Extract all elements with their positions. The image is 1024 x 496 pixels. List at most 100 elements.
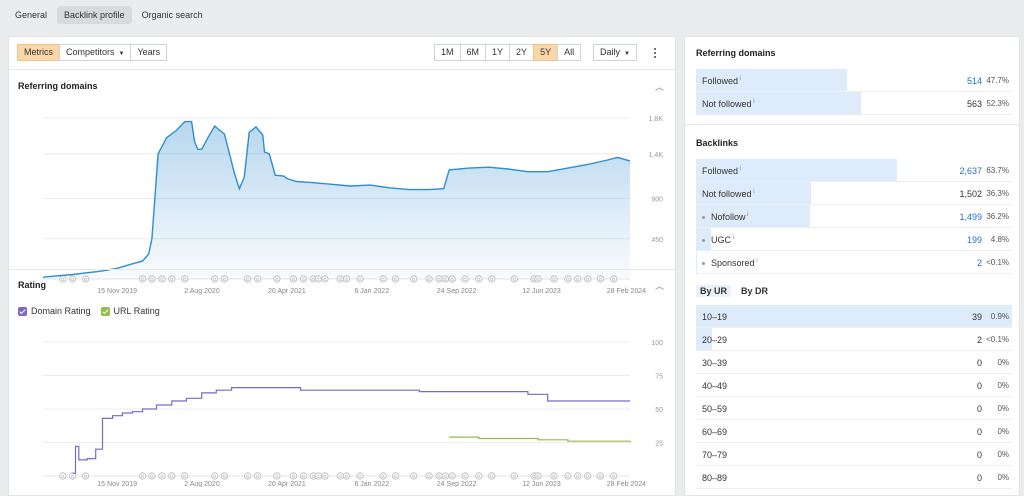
annotation-marker-icon[interactable]: G: [273, 472, 281, 480]
tab-backlink-profile[interactable]: Backlink profile: [57, 6, 132, 24]
annotation-marker-icon[interactable]: G: [448, 472, 456, 480]
annotation-marker-icon[interactable]: G: [289, 472, 298, 480]
annotation-marker-icon[interactable]: G: [181, 472, 189, 480]
caret-down-icon: ▼: [118, 51, 125, 57]
annotation-marker-icon[interactable]: G: [584, 472, 592, 480]
info-icon[interactable]: i: [751, 189, 755, 195]
annotation-marker-icon[interactable]: G: [425, 472, 433, 480]
years-button[interactable]: Years: [130, 44, 168, 61]
annotation-marker-icon[interactable]: G: [534, 472, 542, 480]
info-icon[interactable]: i: [745, 212, 749, 218]
svg-text:G: G: [463, 277, 467, 282]
info-icon[interactable]: i: [754, 258, 758, 264]
annotation-marker-icon[interactable]: G: [243, 472, 252, 480]
referring-domains-line: [42, 120, 631, 278]
period-1m[interactable]: 1M: [434, 44, 461, 61]
annotation-marker-icon[interactable]: G: [314, 472, 322, 480]
annotation-marker-icon[interactable]: G: [391, 472, 400, 480]
annotation-marker-icon[interactable]: G: [148, 472, 156, 480]
info-icon[interactable]: i: [751, 99, 755, 105]
svg-text:G: G: [612, 474, 616, 479]
stat-label-cell: Followed i: [702, 166, 741, 176]
stat-label-cell: 60–69: [702, 427, 727, 437]
annotation-marker-icon[interactable]: G: [68, 472, 77, 480]
stat-value[interactable]: 514: [966, 76, 982, 86]
ur-dr-toggle: By UR By DR: [696, 285, 772, 297]
annotation-marker-icon[interactable]: G: [564, 472, 572, 480]
competitors-dropdown[interactable]: Competitors ▼: [59, 44, 132, 61]
chart-toolbar: Metrics Competitors ▼ Years: [17, 44, 168, 61]
legend-domain-rating[interactable]: Domain Rating: [18, 306, 91, 316]
annotation-marker-icon[interactable]: G: [342, 472, 351, 480]
stat-row: Not followed i 1,502 36.3%: [696, 182, 1012, 205]
bullet-icon: [702, 261, 705, 265]
annotation-marker-icon[interactable]: G: [211, 472, 219, 480]
annotation-marker-icon[interactable]: G: [138, 472, 147, 480]
svg-text:G: G: [160, 277, 164, 282]
stat-label-cell: Not followed i: [702, 99, 755, 109]
svg-text:G: G: [612, 277, 616, 282]
annotation-marker-icon[interactable]: G: [510, 472, 518, 480]
annotation-marker-icon[interactable]: G: [336, 472, 344, 480]
annotation-marker-icon[interactable]: G: [82, 472, 90, 480]
annotation-marker-icon[interactable]: G: [550, 472, 558, 480]
stat-percent: 47.7%: [986, 76, 1009, 85]
collapse-chevron-icon[interactable]: ︿: [655, 281, 665, 291]
annotation-marker-icon[interactable]: G: [441, 472, 449, 480]
annotation-marker-icon[interactable]: G: [220, 472, 229, 480]
stat-label-cell: Followed i: [702, 76, 741, 86]
svg-text:G: G: [566, 277, 570, 282]
svg-text:G: G: [394, 277, 398, 282]
annotation-marker-icon[interactable]: G: [596, 472, 605, 480]
info-icon[interactable]: i: [738, 166, 742, 172]
annotation-marker-icon[interactable]: G: [59, 472, 67, 480]
annotation-marker-icon[interactable]: G: [321, 472, 329, 480]
more-options-icon[interactable]: [650, 44, 660, 61]
metrics-button[interactable]: Metrics: [17, 44, 60, 61]
stat-row: 70–79 0 0%: [696, 443, 1012, 466]
interval-dropdown[interactable]: Daily ▼: [593, 44, 637, 61]
period-6m[interactable]: 6M: [459, 44, 487, 61]
info-icon[interactable]: i: [738, 76, 742, 82]
share-bar: [696, 69, 847, 91]
stat-row: 60–69 0 0%: [696, 420, 1012, 443]
stat-value[interactable]: 199: [966, 235, 982, 245]
period-5y[interactable]: 5Y: [533, 44, 559, 61]
stat-value[interactable]: 1,499: [959, 212, 982, 222]
stat-value[interactable]: 2,637: [959, 166, 982, 176]
by-dr-tab[interactable]: By DR: [741, 286, 769, 296]
annotation-marker-icon[interactable]: G: [158, 472, 166, 480]
legend-url-rating[interactable]: URL Rating: [100, 306, 160, 316]
annotation-marker-icon[interactable]: G: [254, 472, 262, 480]
annotation-marker-icon[interactable]: G: [488, 472, 496, 480]
by-ur-tab[interactable]: By UR: [696, 285, 732, 297]
annotation-marker-icon[interactable]: G: [168, 472, 176, 480]
tab-general[interactable]: General: [15, 10, 48, 20]
svg-text:G: G: [552, 277, 556, 282]
svg-text:G: G: [444, 277, 448, 282]
stat-value[interactable]: 2: [976, 258, 982, 268]
annotation-marker-icon[interactable]: G: [379, 472, 387, 480]
svg-text:G: G: [358, 474, 362, 479]
svg-text:G: G: [256, 474, 260, 479]
info-icon[interactable]: i: [731, 235, 734, 241]
svg-text:G: G: [275, 277, 279, 282]
annotation-marker-icon[interactable]: G: [435, 472, 443, 480]
share-bar: [696, 328, 712, 350]
period-1y[interactable]: 1Y: [485, 44, 511, 61]
svg-text:G: G: [586, 277, 590, 282]
annotation-marker-icon[interactable]: G: [461, 472, 469, 480]
annotation-marker-icon[interactable]: G: [410, 472, 418, 480]
annotation-marker-icon[interactable]: G: [574, 472, 582, 480]
tab-organic-search[interactable]: Organic search: [141, 10, 203, 20]
svg-text:G: G: [302, 474, 306, 479]
period-all[interactable]: All: [557, 44, 582, 61]
stat-percent: 0%: [997, 450, 1009, 459]
annotation-marker-icon[interactable]: G: [610, 472, 618, 480]
period-selector: 1M 6M 1Y 2Y 5Y All: [434, 44, 582, 61]
annotation-marker-icon[interactable]: G: [299, 472, 308, 480]
annotation-marker-icon[interactable]: G: [475, 472, 483, 480]
annotation-marker-icon[interactable]: G: [356, 472, 364, 480]
collapse-chevron-icon[interactable]: ︿: [655, 82, 665, 92]
period-2y[interactable]: 2Y: [509, 44, 535, 61]
